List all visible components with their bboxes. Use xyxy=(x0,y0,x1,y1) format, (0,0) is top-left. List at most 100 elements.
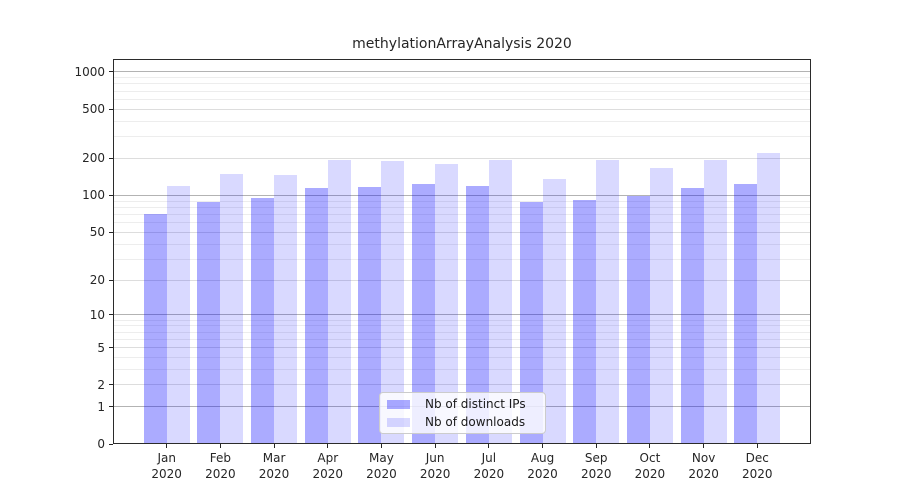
gridline xyxy=(113,258,811,260)
gridline xyxy=(113,231,811,233)
bar-distinct-ips xyxy=(143,214,167,444)
gridline xyxy=(113,222,811,224)
y-tick-mark xyxy=(109,347,113,349)
gridline xyxy=(113,71,811,73)
gridline xyxy=(113,98,811,100)
gridline xyxy=(113,279,811,281)
bar-distinct-ips xyxy=(573,199,597,444)
x-tick-label: Jul 2020 xyxy=(473,451,505,481)
bar-downloads xyxy=(327,159,351,444)
gridline xyxy=(113,136,811,138)
y-tick-label: 1000 xyxy=(74,64,105,79)
y-tick-mark xyxy=(109,157,113,159)
chart-title: methylationArrayAnalysis 2020 xyxy=(352,36,572,52)
x-tick-label: Feb 2020 xyxy=(205,451,236,481)
y-tick-label: 20 xyxy=(89,273,105,288)
bar-distinct-ips xyxy=(626,195,650,444)
legend-swatch-downloads xyxy=(387,417,410,427)
x-tick-mark xyxy=(380,444,382,448)
y-tick-label: 200 xyxy=(82,151,105,166)
gridline xyxy=(113,384,811,386)
x-tick-mark xyxy=(327,444,329,448)
bar-distinct-ips xyxy=(734,184,758,444)
bar-distinct-ips xyxy=(358,187,382,444)
gridline xyxy=(113,331,811,333)
gridline xyxy=(113,108,811,110)
x-tick-label: Oct 2020 xyxy=(634,451,666,481)
gridline xyxy=(113,83,811,85)
x-tick-label: Nov 2020 xyxy=(688,451,719,481)
y-tick-label: 100 xyxy=(82,188,105,203)
bar-distinct-ips xyxy=(197,201,221,444)
y-tick-label: 10 xyxy=(89,307,105,322)
x-tick-mark xyxy=(488,444,490,448)
x-tick-mark xyxy=(703,444,705,448)
gridline xyxy=(113,347,811,349)
x-tick-mark xyxy=(542,444,544,448)
x-tick-label: Jan 2020 xyxy=(151,451,182,481)
gridline xyxy=(113,243,811,245)
x-tick-label: Mar 2020 xyxy=(258,451,290,481)
gridline xyxy=(113,200,811,202)
y-tick-mark xyxy=(109,231,113,233)
gridline xyxy=(113,213,811,215)
bar-distinct-ips xyxy=(251,198,275,444)
y-tick-label: 1 xyxy=(97,399,105,414)
gridline xyxy=(113,356,811,358)
gridline xyxy=(113,90,811,92)
legend-label-distinct-ips: Nb of distinct IPs xyxy=(425,397,526,411)
x-tick-mark xyxy=(219,444,221,448)
gridline xyxy=(113,194,811,196)
bar-downloads xyxy=(274,174,298,444)
x-tick-mark xyxy=(166,444,168,448)
gridline xyxy=(113,319,811,321)
y-tick-label: 5 xyxy=(97,340,105,355)
gridline xyxy=(113,120,811,122)
legend-row-distinct-ips: Nb of distinct IPs xyxy=(387,397,545,412)
bar-distinct-ips xyxy=(519,202,543,444)
gridline xyxy=(113,206,811,208)
bar-downloads xyxy=(220,173,244,444)
y-tick-label: 2 xyxy=(97,377,105,392)
y-tick-label: 50 xyxy=(89,225,105,240)
x-tick-mark xyxy=(273,444,275,448)
bar-downloads xyxy=(596,160,620,444)
gridline xyxy=(113,368,811,370)
plot-area xyxy=(113,59,811,444)
x-tick-label: May 2020 xyxy=(366,451,397,481)
legend-label-downloads: Nb of downloads xyxy=(425,415,526,429)
bar-downloads xyxy=(703,160,727,444)
x-tick-label: Dec 2020 xyxy=(742,451,773,481)
bar-downloads xyxy=(757,153,781,444)
x-tick-label: Aug 2020 xyxy=(527,451,558,481)
bar-downloads xyxy=(649,168,673,444)
gridline xyxy=(113,77,811,79)
legend: Nb of distinct IPs Nb of downloads xyxy=(379,392,546,434)
gridline xyxy=(113,157,811,159)
y-tick-mark xyxy=(109,406,113,408)
x-tick-label: Apr 2020 xyxy=(312,451,344,481)
y-tick-mark xyxy=(109,194,113,196)
x-tick-mark xyxy=(434,444,436,448)
gridline xyxy=(113,338,811,340)
bar-distinct-ips xyxy=(304,187,328,444)
bar-distinct-ips xyxy=(465,186,489,444)
gridline xyxy=(113,325,811,327)
legend-row-downloads: Nb of downloads xyxy=(387,415,545,430)
y-tick-label: 500 xyxy=(82,102,105,117)
y-tick-mark xyxy=(109,314,113,316)
bar-downloads xyxy=(542,178,566,444)
legend-swatch-distinct-ips xyxy=(387,399,410,409)
x-tick-mark xyxy=(649,444,651,448)
bar-downloads xyxy=(435,163,459,444)
bar-downloads xyxy=(381,161,405,444)
x-tick-mark xyxy=(595,444,597,448)
y-tick-mark xyxy=(109,384,113,386)
bar-distinct-ips xyxy=(680,188,704,444)
x-tick-label: Sep 2020 xyxy=(580,451,612,481)
x-tick-mark xyxy=(756,444,758,448)
bar-downloads xyxy=(166,185,190,444)
gridline xyxy=(113,314,811,316)
y-tick-mark xyxy=(109,443,113,445)
